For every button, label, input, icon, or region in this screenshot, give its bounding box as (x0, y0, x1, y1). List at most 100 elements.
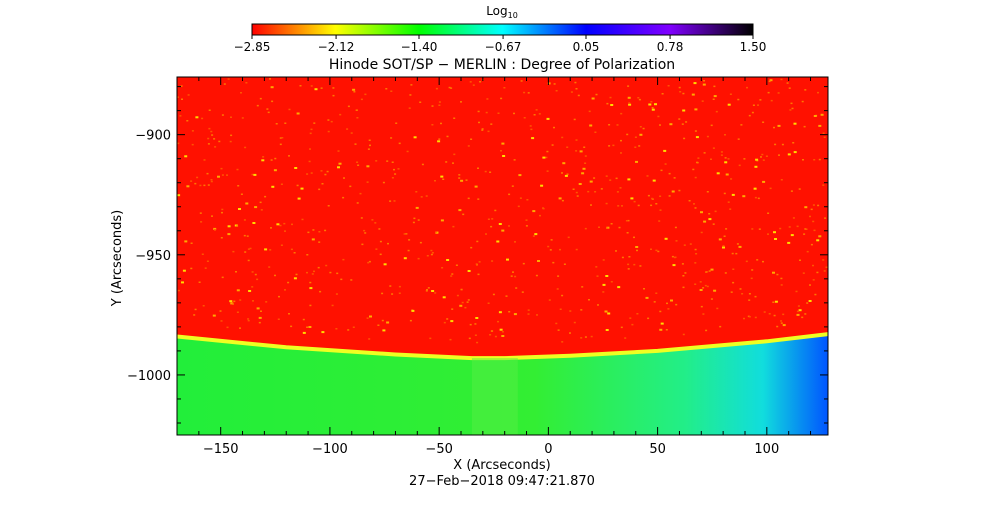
polarization-speckle (628, 103, 632, 106)
polarization-speckle (536, 314, 538, 316)
polarization-speckle (229, 140, 232, 143)
polarization-speckle (217, 175, 220, 178)
polarization-speckle (511, 185, 514, 187)
polarization-speckle (256, 104, 259, 107)
polarization-speckle (346, 128, 349, 130)
polarization-speckle (379, 240, 382, 243)
polarization-speckle (497, 112, 500, 114)
polarization-speckle (806, 302, 809, 304)
polarization-speckle (179, 115, 182, 117)
polarization-speckle (612, 144, 615, 147)
polarization-speckle (527, 92, 530, 94)
polarization-speckle (782, 313, 785, 316)
polarization-speckle (727, 103, 731, 106)
polarization-speckle (627, 263, 630, 266)
polarization-speckle (438, 104, 441, 106)
polarization-speckle (280, 183, 283, 185)
polarization-speckle (805, 228, 808, 230)
polarization-speckle (651, 107, 654, 109)
polarization-speckle (489, 334, 492, 336)
polarization-speckle (264, 248, 268, 251)
polarization-speckle (403, 233, 406, 235)
polarization-speckle (458, 209, 462, 212)
polarization-speckle (233, 300, 236, 303)
polarization-speckle (658, 220, 661, 222)
polarization-speckle (562, 162, 566, 165)
polarization-speckle (635, 160, 638, 163)
polarization-speckle (582, 167, 586, 170)
polarization-speckle (477, 167, 479, 169)
polarization-speckle (665, 329, 668, 331)
polarization-speckle (702, 313, 705, 315)
polarization-speckle (227, 233, 231, 236)
polarization-speckle (202, 305, 205, 307)
polarization-speckle (391, 293, 394, 295)
polarization-speckle (342, 258, 345, 261)
polarization-speckle (430, 249, 433, 252)
polarization-speckle (688, 200, 691, 202)
polarization-speckle (427, 287, 430, 289)
polarization-speckle (671, 190, 675, 193)
polarization-speckle (386, 321, 390, 324)
polarization-speckle (523, 91, 526, 94)
polarization-speckle (309, 132, 312, 135)
polarization-speckle (324, 173, 327, 176)
polarization-speckle (335, 328, 338, 330)
polarization-speckle (584, 227, 587, 230)
polarization-speckle (655, 292, 658, 294)
polarization-speckle (651, 197, 654, 200)
polarization-speckle (271, 185, 275, 188)
polarization-speckle (732, 281, 735, 284)
polarization-speckle (203, 159, 206, 161)
polarization-speckle (393, 168, 395, 171)
polarization-speckle (438, 101, 441, 103)
polarization-speckle (812, 220, 815, 223)
polarization-speckle (809, 284, 811, 286)
polarization-speckle (474, 323, 477, 325)
polarization-speckle (264, 195, 267, 198)
polarization-speckle (578, 183, 582, 185)
polarization-speckle (569, 310, 572, 312)
polarization-speckle (763, 311, 766, 313)
polarization-speckle (181, 281, 184, 284)
polarization-speckle (475, 263, 478, 265)
polarization-speckle (663, 149, 667, 152)
polarization-speckle (546, 170, 549, 172)
polarization-speckle (664, 163, 667, 165)
polarization-speckle (651, 108, 655, 111)
polarization-speckle (816, 271, 819, 274)
polarization-speckle (247, 319, 250, 322)
polarization-speckle (788, 226, 791, 228)
polarization-speckle (435, 231, 438, 233)
polarization-speckle (723, 192, 726, 195)
polarization-speckle (583, 146, 586, 148)
polarization-speckle (270, 159, 273, 161)
polarization-speckle (654, 103, 657, 106)
polarization-speckle (309, 281, 312, 284)
polarization-speckle (256, 278, 259, 281)
polarization-speckle (616, 124, 619, 126)
polarization-speckle (706, 191, 709, 193)
polarization-speckle (311, 238, 315, 241)
polarization-speckle (508, 193, 511, 196)
polarization-speckle (393, 200, 396, 202)
polarization-speckle (584, 155, 587, 157)
polarization-speckle (532, 210, 536, 213)
polarization-speckle (256, 307, 260, 310)
polarization-speckle (643, 288, 645, 290)
polarization-speckle (645, 296, 649, 299)
polarization-speckle (446, 259, 450, 261)
polarization-speckle (776, 273, 779, 276)
polarization-speckle (405, 233, 408, 235)
polarization-speckle (722, 245, 725, 247)
polarization-speckle (673, 177, 676, 179)
polarization-speckle (478, 121, 480, 124)
polarization-speckle (496, 240, 500, 243)
polarization-speckle (517, 205, 520, 208)
polarization-speckle (481, 128, 484, 130)
polarization-speckle (715, 110, 718, 113)
polarization-speckle (737, 138, 740, 140)
polarization-speckle (682, 286, 685, 289)
polarization-speckle (506, 258, 509, 261)
polarization-speckle (693, 203, 695, 205)
